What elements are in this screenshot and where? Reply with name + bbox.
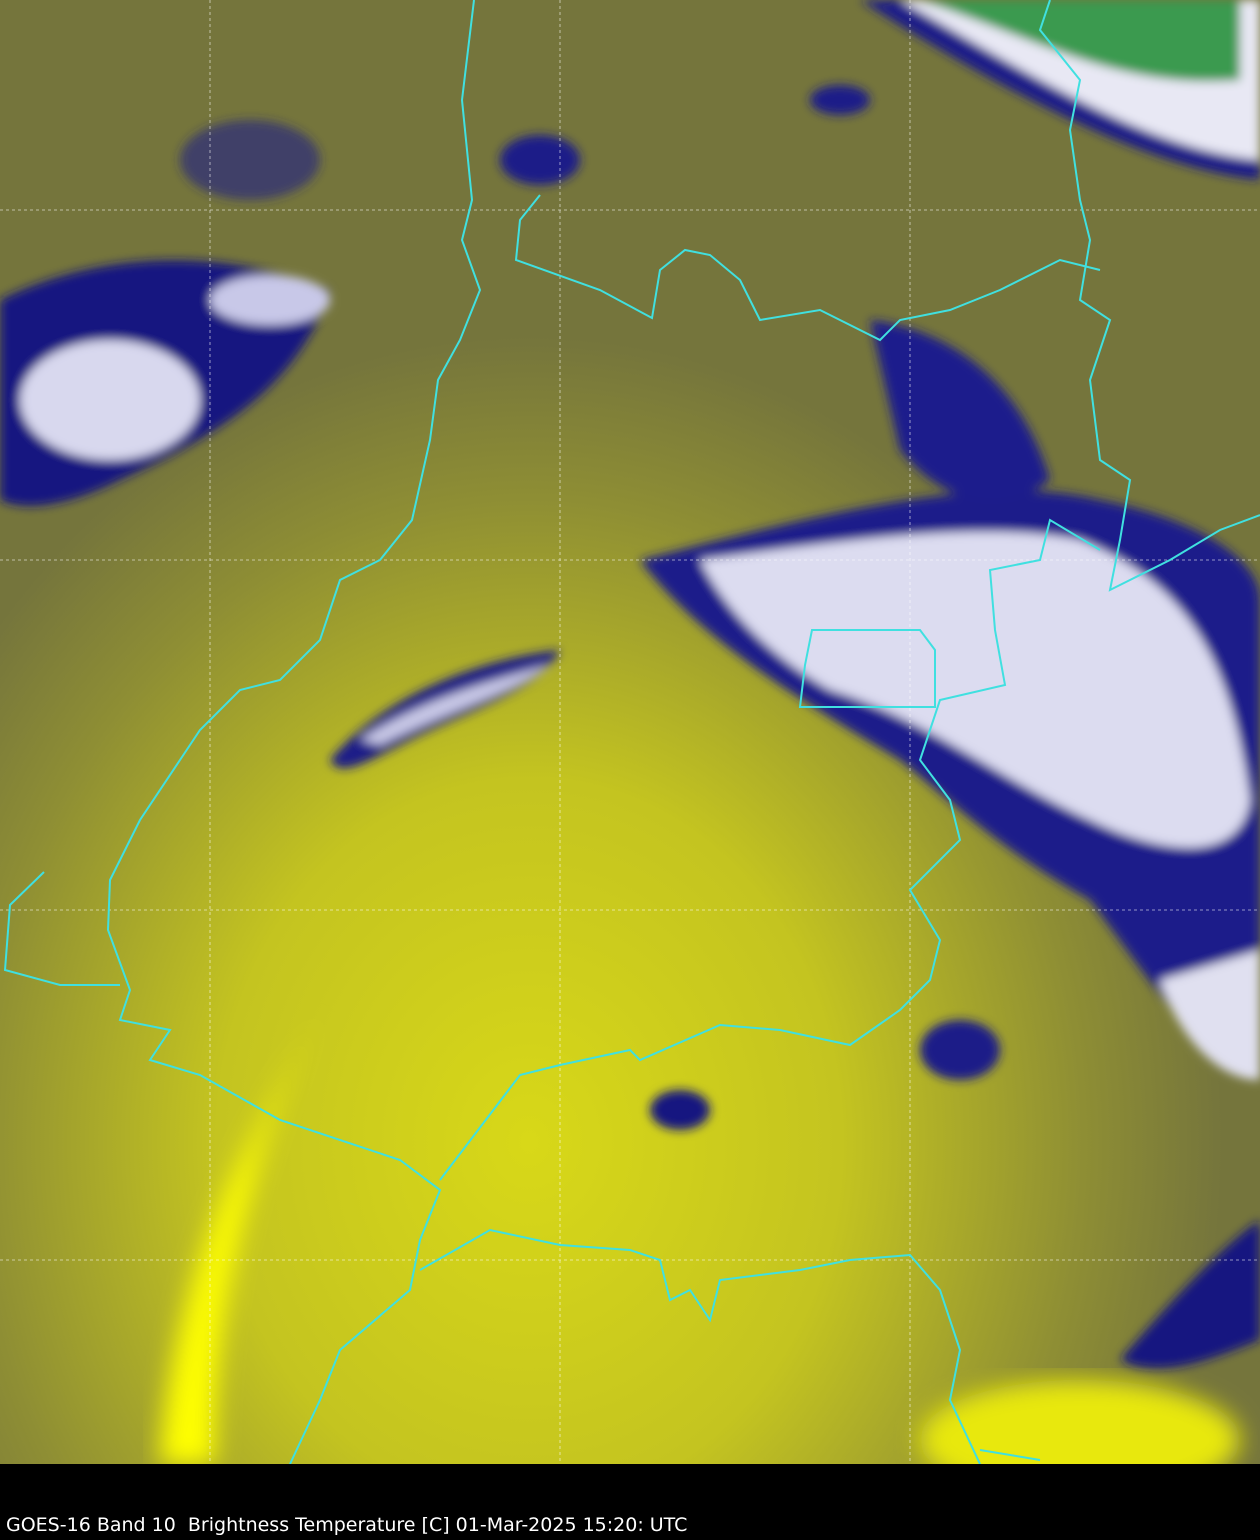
- gridlines: [0, 0, 1260, 1464]
- warm-region-southeast: [920, 1380, 1240, 1464]
- satellite-map: [0, 0, 1260, 1464]
- political-borders: [3, 0, 1260, 1464]
- warm-band: [160, 1000, 330, 1464]
- image-caption: GOES-16 Band 10 Brightness Temperature […: [6, 1514, 688, 1536]
